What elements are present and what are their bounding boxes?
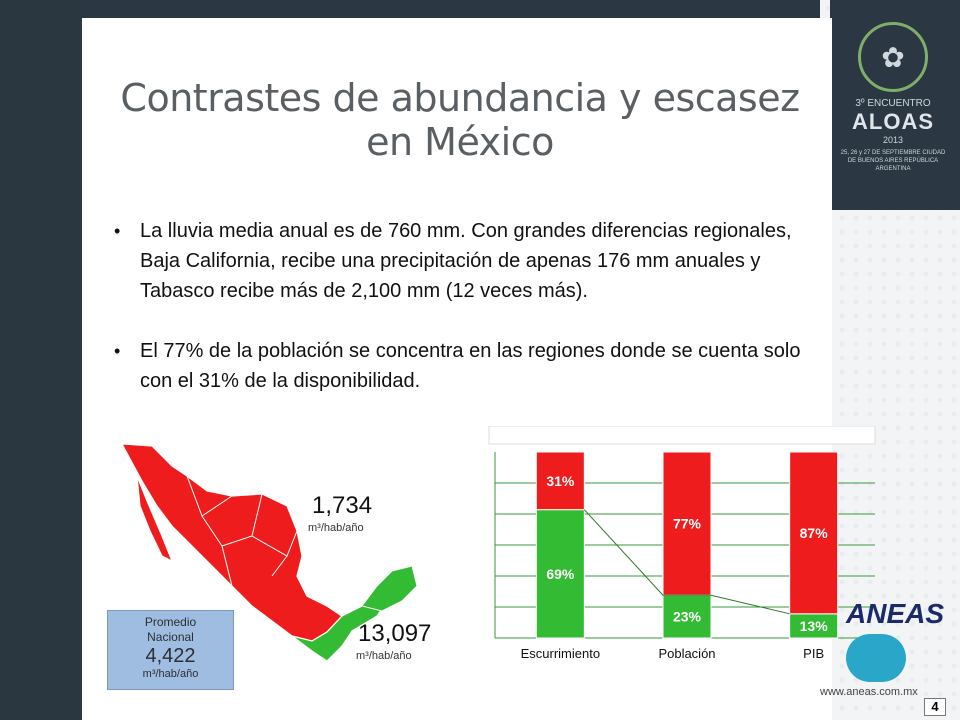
aloas-line1: 3º ENCUENTRO [855, 98, 931, 109]
promedio-unit: m³/hab/año [142, 668, 199, 680]
north-unit: m³/hab/año [308, 522, 364, 534]
bar-segment [535, 509, 585, 639]
bullet-item: • La lluvia media anual es de 760 mm. Co… [112, 216, 812, 306]
promedio-label-2: Nacional [147, 630, 194, 644]
bullet-text: La lluvia media anual es de 760 mm. Con … [140, 220, 792, 302]
top-decoration [80, 0, 840, 18]
category-label: PIB [803, 646, 824, 661]
connector-line [583, 509, 790, 615]
page-number: 4 [924, 698, 946, 716]
promedio-label-1: Promedio [144, 615, 197, 629]
aneas-url: www.aneas.com.mx [820, 686, 918, 698]
aneas-name: ANEAS [846, 598, 945, 629]
slide-title: Contrastes de abundancia y escasez en Mé… [120, 76, 800, 164]
aloas-name: ALOAS [852, 109, 934, 134]
north-value: 1,734 [312, 492, 373, 519]
data-label: 23% [673, 609, 702, 625]
category-label: Población [658, 646, 715, 661]
stacked-bar-chart: 69% 31% Escurrimiento 23% 77% Población 13% 87%… [488, 426, 876, 661]
map-yucatan [361, 565, 418, 612]
data-label: 13% [800, 618, 829, 634]
bar-segment [535, 451, 585, 511]
aloas-year: 2013 [882, 135, 904, 145]
promedio-box: Promedio Nacional 4,422 m³/hab/año [107, 610, 234, 690]
bar-segment [789, 613, 839, 639]
data-label: 31% [546, 473, 575, 489]
bullet-icon: • [114, 341, 121, 361]
south-value: 13,097 [358, 620, 432, 647]
data-label: 77% [673, 516, 702, 532]
left-decoration [0, 0, 80, 720]
chart-header-strip [488, 426, 876, 445]
aloas-logo: ✿ 3º ENCUENTRO ALOAS 2013 25, 26 y 27 DE… [838, 22, 948, 202]
south-unit: m³/hab/año [356, 650, 412, 662]
bar-segment [662, 451, 712, 596]
bullet-icon: • [114, 221, 121, 241]
bullet-text: El 77% de la población se concentra en l… [140, 340, 801, 392]
aloas-emblem-icon: ✿ [858, 22, 928, 92]
data-label: 87% [800, 525, 829, 541]
bullet-item: • El 77% de la población se concentra en… [112, 336, 812, 396]
water-drop-icon [846, 634, 906, 682]
bullet-list: • La lluvia media anual es de 760 mm. Co… [112, 216, 812, 426]
aneas-logo: ANEAS [846, 598, 956, 688]
bar-segment [662, 594, 712, 639]
bar-segment [789, 451, 839, 615]
data-label: 69% [546, 566, 575, 582]
mexico-map [120, 443, 418, 662]
aloas-small-text: 25, 26 y 27 DE SEPTIEMBRE CIUDAD DE BUEN… [840, 150, 946, 172]
promedio-value: 4,422 [145, 645, 196, 667]
map-state-lines [186, 475, 298, 587]
category-label: Escurrimiento [521, 646, 600, 661]
